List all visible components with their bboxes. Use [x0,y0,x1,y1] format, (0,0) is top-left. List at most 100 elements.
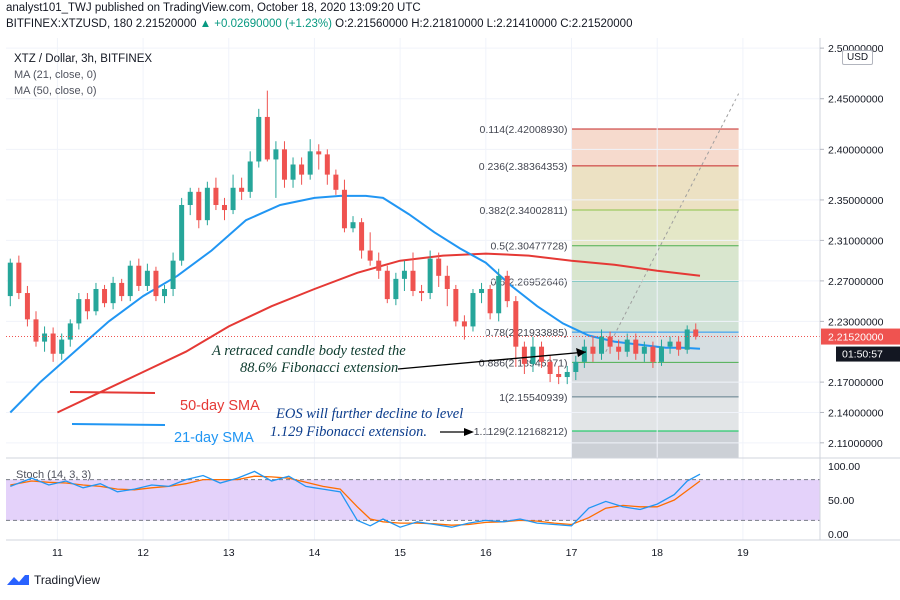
fib-level-label: 1(2.15540939) [499,392,567,404]
ma21-legend[interactable]: MA (21, close, 0) [14,69,97,81]
candle [556,365,562,385]
candle-body [316,151,322,155]
candle [153,266,159,302]
candle [16,255,22,300]
x-tick-label: 12 [137,547,149,559]
symbol-name[interactable]: BITFINEX:XTZUSD, 180 [6,18,136,30]
last-price: 2.21520000 [135,18,197,30]
last-price-tag [821,328,900,345]
candle-body [419,291,425,294]
candle [76,293,82,330]
candle [684,325,690,354]
candles [6,90,820,385]
candle-body [539,346,545,362]
candle-body [367,250,373,261]
candle-body [333,174,339,190]
candle-body [384,270,390,300]
candle-body [676,341,682,350]
candle [590,336,596,362]
currency-label[interactable]: USD [842,50,874,65]
fib-level-label: 0.382(2.34002811) [480,205,568,217]
fib-zone [571,210,739,246]
candle-body [204,187,210,221]
candle-body [264,116,270,160]
fib-zone [571,396,739,431]
fib-zone [571,281,739,333]
last-price-tag-text: 2.21520000 [828,332,884,344]
candle-body [427,258,433,294]
candle-body [350,222,356,229]
arrow-head-icon [464,428,474,436]
price-axis: 2.500000002.450000002.400000002.35000000… [820,43,884,450]
candle-body [693,329,699,337]
candle [299,157,305,185]
candle-body [658,346,664,362]
x-tick-label: 17 [566,547,578,559]
candle-body [153,270,159,297]
legend-21sma-swatch [71,423,166,426]
candle-body [470,293,476,327]
candle-body [179,204,185,261]
candle [230,174,236,215]
candle [102,284,108,308]
x-tick-label: 14 [309,547,321,559]
candle-body [684,329,690,350]
legend-50sma-label: 50-day SMA [180,398,260,414]
candle-body [213,187,219,205]
candle-body [513,301,519,347]
chart-title: XTZ / Dollar, 3h, BITFINEX [14,53,153,65]
fib-level-label: 0.5(2.30477728) [490,241,567,253]
candle-body [42,333,48,342]
annotation-eos-line2: 1.129 Fibonacci extension. [270,424,427,440]
candle [307,139,313,180]
candle [281,141,287,188]
candle [693,323,699,340]
candle-body [624,339,630,352]
candle [290,157,296,188]
candle-body [616,346,622,352]
candle-body [641,346,647,354]
candle-body [144,270,150,286]
candle [616,339,622,360]
candle-body [590,346,596,354]
x-tick-label: 15 [394,547,406,559]
candle [599,329,605,360]
candle-body [110,282,116,304]
annotation-arrow [397,351,587,370]
y-tick-label: 2.45000000 [828,94,884,106]
publish-info: analyst101_TWJ published on TradingView.… [6,2,421,14]
candle [496,268,502,322]
x-tick-label: 16 [480,547,492,559]
candle [564,365,570,385]
tradingview-logo-icon [7,575,29,585]
candle [316,144,322,170]
candle [453,284,459,327]
candle [530,336,536,372]
candle [658,339,664,366]
candle [24,285,30,327]
candle [539,341,545,368]
candle [436,252,442,287]
ma50-legend[interactable]: MA (50, close, 0) [14,85,97,97]
candle [676,336,682,356]
fib-level-label: 0.236(2.38364353) [479,161,568,173]
y-tick-label: 2.23000000 [828,316,884,328]
fib-zone [571,362,739,397]
candle-body [102,288,108,304]
candle [350,216,356,233]
fib-zone [571,165,739,211]
candle-body [556,374,562,378]
candle [221,197,227,221]
candle [239,177,245,200]
candle-body [607,336,613,347]
stoch-tick-label: 50.00 [828,495,854,507]
candle [213,177,219,211]
candle-body [256,116,262,162]
candle [384,265,390,304]
candle [42,326,48,352]
candle [367,232,373,266]
candle-body [359,222,365,251]
candle-body [496,275,502,314]
footer-branding: TradingView [6,572,100,588]
